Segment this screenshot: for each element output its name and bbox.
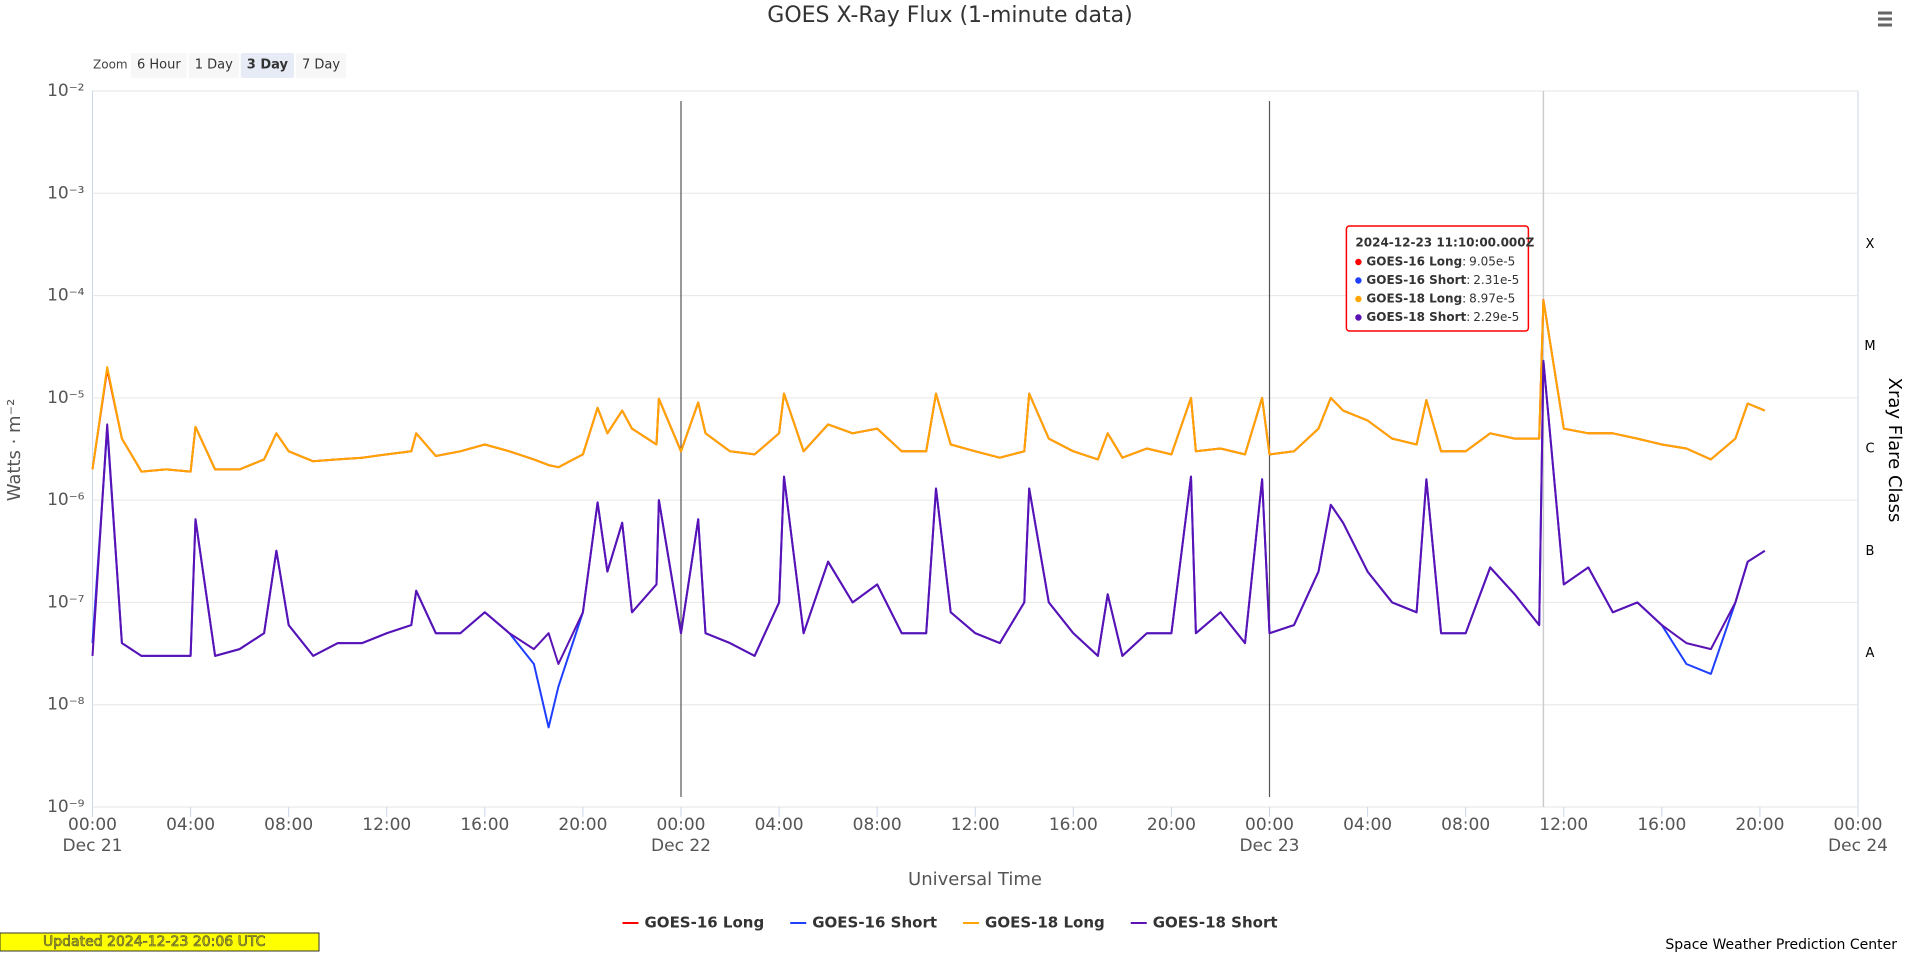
tooltip-name: GOES-18 Short [1366, 310, 1466, 324]
x-tick-label: 04:00 [1343, 815, 1392, 835]
zoom-button-label[interactable]: 1 Day [195, 58, 233, 73]
y-tick-label: 10⁻⁶ [47, 490, 85, 510]
x-tick-label: 04:00 [755, 815, 804, 835]
x-tick-label: 00:00 [1245, 815, 1294, 835]
zoom-button-label[interactable]: 3 Day [247, 58, 289, 73]
x-tick-label: 04:00 [166, 815, 215, 835]
y-tick-label: 10⁻² [47, 81, 84, 101]
menu-icon[interactable] [1878, 11, 1892, 27]
x-axis-title: Universal Time [908, 869, 1042, 890]
zoom-button[interactable]: 6 Hour [131, 53, 187, 78]
tooltip-name: GOES-16 Long [1366, 255, 1462, 269]
x-date-label: Dec 21 [63, 836, 123, 856]
x-tick-label: 00:00 [68, 815, 117, 835]
y-tick-label: 10⁻³ [47, 183, 84, 203]
menu-button[interactable] [1874, 8, 1896, 30]
x-tick-label: 00:00 [657, 815, 706, 835]
tooltip-colon: : [1462, 292, 1466, 306]
chart-title: GOES X-Ray Flux (1-minute data) [767, 3, 1132, 28]
x-tick-label: 00:00 [1834, 815, 1883, 835]
zoom-button-label[interactable]: 6 Hour [137, 58, 181, 73]
legend-item[interactable]: GOES-16 Long [622, 914, 765, 932]
x-tick-label: 12:00 [362, 815, 411, 835]
tooltip-dot [1355, 314, 1362, 321]
tooltip-colon: : [1466, 310, 1470, 324]
y2-tick-label: X [1866, 237, 1875, 252]
tooltip-colon: : [1466, 273, 1470, 287]
y2-axis-title: Xray Flare Class [1884, 378, 1905, 523]
plot-frame [92, 90, 1859, 808]
y2-tick-label: B [1866, 544, 1875, 559]
x-tick-label: 08:00 [264, 815, 313, 835]
x-tick-label: 16:00 [460, 815, 509, 835]
x-tick-label: 20:00 [558, 815, 607, 835]
y-tick-label: 10⁻⁴ [47, 286, 85, 306]
legend-item[interactable]: GOES-18 Short [1130, 914, 1278, 932]
x-tick-label: 12:00 [951, 815, 1000, 835]
zoom-label: Zoom [93, 58, 128, 72]
x-tick-label: 08:00 [853, 815, 902, 835]
tooltip-value: 9.05e-5 [1469, 255, 1515, 269]
legend-item[interactable]: GOES-18 Long [963, 914, 1105, 932]
series-line [91, 299, 1766, 473]
y2-tick-label: M [1864, 339, 1875, 354]
zoom-button-label[interactable]: 7 Day [302, 58, 340, 73]
tooltip-dot [1355, 277, 1362, 284]
credit: Space Weather Prediction Center [1665, 937, 1897, 953]
zoom-button[interactable]: 7 Day [296, 53, 347, 78]
series-line [91, 360, 1766, 665]
x-date-label: Dec 23 [1240, 836, 1300, 856]
x-tick-label: 08:00 [1441, 815, 1490, 835]
tooltip-name: GOES-18 Long [1366, 292, 1462, 306]
updated-box [0, 932, 320, 952]
y-tick-label: 10⁻⁵ [47, 388, 84, 408]
x-date-label: Dec 22 [651, 836, 711, 856]
zoom-button-bg[interactable] [188, 53, 239, 78]
zoom-button-bg[interactable] [240, 53, 295, 78]
tooltip-name: GOES-16 Short [1366, 273, 1466, 287]
legend-label: GOES-16 Short [812, 914, 937, 932]
legend-label: GOES-16 Long [645, 914, 765, 932]
y-tick-label: 10⁻⁷ [47, 592, 85, 612]
x-tick-label: 20:00 [1147, 815, 1196, 835]
y2-tick-label: C [1865, 442, 1874, 457]
legend-label: GOES-18 Short [1153, 914, 1278, 932]
tooltip-colon: : [1462, 255, 1466, 269]
zoom-button[interactable]: 3 Day [240, 53, 295, 78]
y-axis-title: Watts · m⁻² [4, 399, 25, 502]
zoom-button-bg[interactable] [296, 53, 347, 78]
tooltip-box [1345, 225, 1530, 332]
legend-label: GOES-18 Long [985, 914, 1105, 932]
y2-tick-label: A [1866, 646, 1875, 661]
legend: GOES-16 Long GOES-16 Short GOES-18 Long GOE… [622, 914, 1278, 932]
tooltip-dot [1355, 295, 1362, 303]
x-tick-label: 12:00 [1539, 815, 1588, 835]
zoom-button[interactable]: 1 Day [188, 53, 239, 78]
updated-text: Updated 2024-12-23 20:06 UTC [43, 934, 266, 950]
x-tick-label: 16:00 [1637, 815, 1686, 835]
tooltip-dot [1355, 258, 1362, 266]
x-tick-label: 20:00 [1735, 815, 1784, 835]
zoom-button-bg[interactable] [131, 53, 187, 78]
y-tick-label: 10⁻⁸ [47, 695, 85, 715]
tooltip-value: 2.31e-5 [1473, 273, 1519, 287]
x-date-label: Dec 24 [1828, 836, 1888, 856]
x-tick-label: 16:00 [1049, 815, 1098, 835]
tooltip-value: 8.97e-5 [1469, 292, 1515, 306]
legend-item[interactable]: GOES-16 Short [790, 914, 937, 932]
y-tick-label: 10⁻⁹ [47, 797, 85, 817]
tooltip-value: 2.29e-5 [1473, 310, 1519, 324]
series-line [91, 359, 1766, 729]
tooltip-title: 2024-12-23 11:10:00.000Z [1355, 236, 1534, 250]
